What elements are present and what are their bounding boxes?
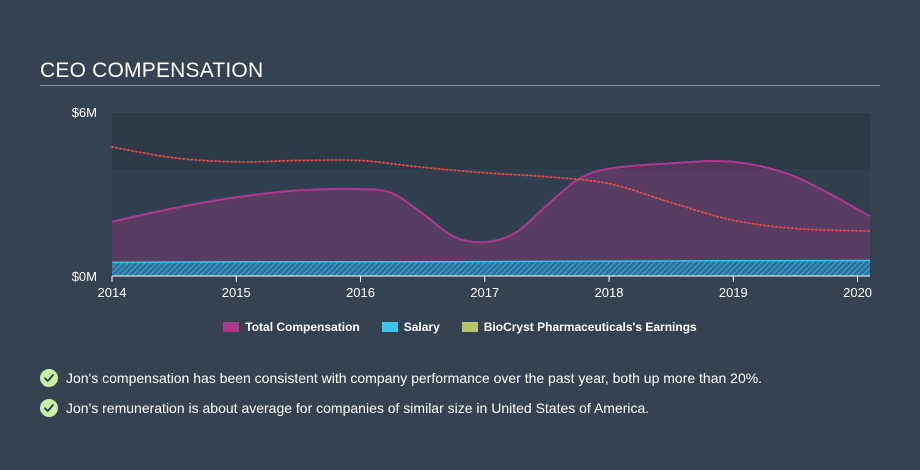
total-compensation-line bbox=[111, 159, 871, 244]
legend-label: BioCryst Pharmaceuticals's Earnings bbox=[483, 320, 697, 334]
page-title: CEO COMPENSATION bbox=[40, 59, 264, 82]
legend-item-salary[interactable]: Salary bbox=[381, 320, 440, 334]
y-tick-label: $0M bbox=[72, 269, 97, 284]
legend-swatch bbox=[461, 322, 478, 332]
x-tick-label: 2019 bbox=[719, 285, 748, 300]
x-tick-label: 2015 bbox=[222, 285, 251, 300]
series-layer bbox=[111, 146, 871, 276]
legend-swatch bbox=[381, 322, 398, 332]
check-circle-icon bbox=[40, 399, 58, 417]
legend-item-earnings[interactable]: BioCryst Pharmaceuticals's Earnings bbox=[461, 320, 697, 334]
x-tick-label: 2014 bbox=[98, 285, 127, 300]
insight-list: Jon's compensation has been consistent w… bbox=[40, 368, 880, 428]
insight-item: Jon's remuneration is about average for … bbox=[40, 398, 880, 418]
x-tick-label: 2016 bbox=[346, 285, 375, 300]
insight-item: Jon's compensation has been consistent w… bbox=[40, 368, 880, 388]
tick-layer: 2014 2015 2016 2017 2018 2019 2020 $0M $6M bbox=[72, 105, 872, 300]
earnings-line bbox=[111, 146, 871, 233]
check-circle-icon bbox=[40, 369, 58, 387]
legend-label: Salary bbox=[403, 320, 440, 334]
insight-text: Jon's remuneration is about average for … bbox=[66, 400, 650, 416]
legend-label: Total Compensation bbox=[245, 320, 360, 334]
chart-legend: Total Compensation Salary BioCryst Pharm… bbox=[0, 320, 920, 334]
y-tick-label: $6M bbox=[72, 105, 97, 120]
salary-area bbox=[112, 260, 870, 276]
legend-item-total-compensation[interactable]: Total Compensation bbox=[223, 320, 360, 334]
title-divider bbox=[40, 85, 880, 86]
salary-line bbox=[111, 259, 871, 264]
x-tick-label: 2017 bbox=[470, 285, 499, 300]
legend-swatch bbox=[223, 322, 240, 332]
ceo-compensation-chart: 2014 2015 2016 2017 2018 2019 2020 $0M $6M bbox=[72, 105, 872, 300]
plot-band-upper bbox=[112, 113, 870, 169]
x-tick-label: 2020 bbox=[843, 285, 872, 300]
x-tick-label: 2018 bbox=[595, 285, 624, 300]
total-compensation-area bbox=[112, 160, 870, 276]
insight-text: Jon's compensation has been consistent w… bbox=[66, 370, 763, 386]
